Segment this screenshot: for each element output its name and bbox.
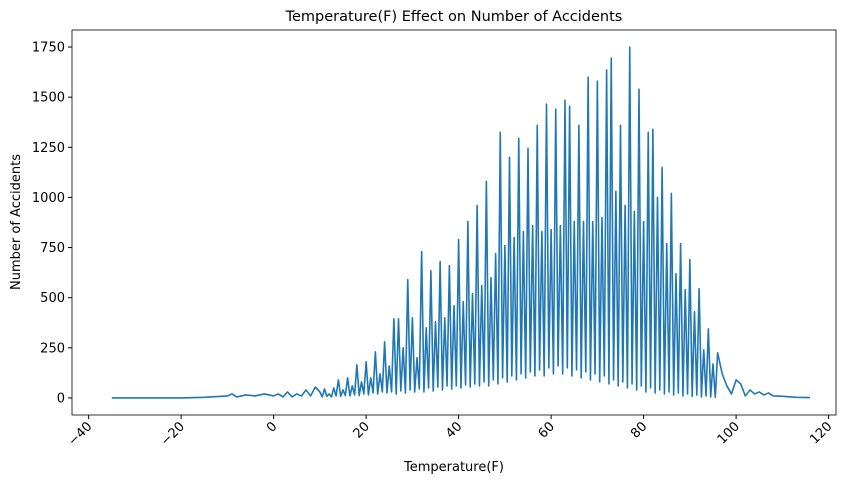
y-tick-label: 1500: [32, 91, 65, 106]
y-axis-label: Number of Accidents: [9, 154, 24, 290]
y-tick-label: 500: [40, 291, 65, 306]
y-tick-label: 1750: [32, 41, 65, 56]
chart-title: Temperature(F) Effect on Number of Accid…: [285, 9, 623, 25]
x-axis-label: Temperature(F): [403, 460, 504, 475]
y-tick-label: 1250: [32, 141, 65, 156]
data-line: [111, 46, 811, 399]
y-tick-label: 1000: [32, 191, 65, 206]
y-tick-label: 750: [40, 241, 65, 256]
y-tick-label: 250: [40, 341, 65, 356]
plot-frame: [71, 29, 837, 416]
y-tick-label: 0: [57, 391, 65, 406]
